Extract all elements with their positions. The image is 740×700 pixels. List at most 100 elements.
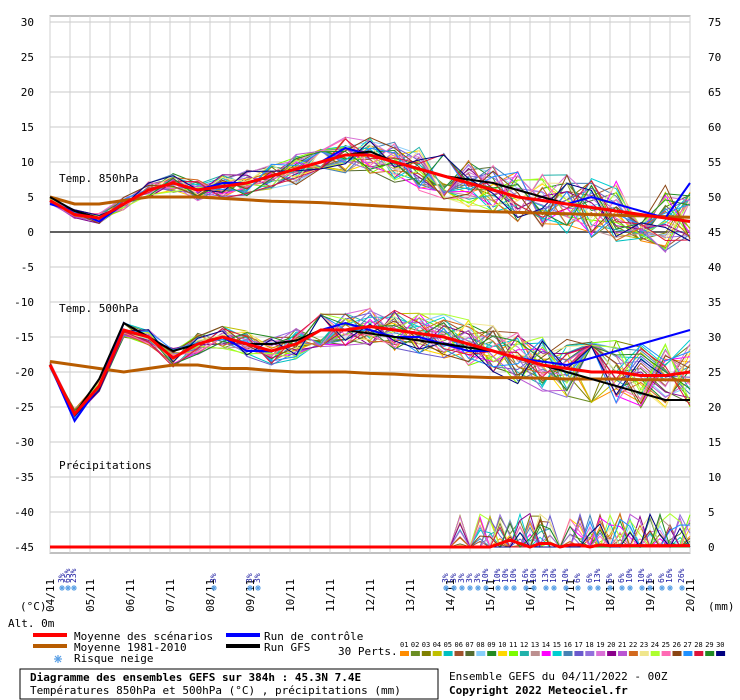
snow-risk-label: 3%: [209, 573, 218, 583]
snowflake-icon: [551, 585, 557, 591]
member-swatch: [628, 651, 638, 656]
snow-risk-label: 3%: [253, 573, 262, 583]
member-number: 25: [662, 641, 670, 649]
snowflake-icon: [679, 585, 685, 591]
snowflake-icon: [503, 585, 509, 591]
panel-label-precip: Précipitations: [59, 459, 152, 472]
left-tick-label: 5: [27, 191, 34, 204]
snowflake-icon: [467, 585, 473, 591]
snowflake-icon: [443, 585, 449, 591]
snow-risk-label: 3%: [457, 573, 466, 583]
member-number: 22: [629, 641, 637, 649]
member-line-850: [49, 137, 691, 228]
snowflake-icon: [475, 585, 481, 591]
legend-swatch-gfs: [226, 644, 260, 648]
member-color-legend: 01 02 03 04 05 06 07 08 09 10 11 12 13 14 15 16 17 18 19 20…: [400, 641, 726, 656]
x-tick-label: 19/11: [644, 579, 657, 612]
snow-risk-label: 10%: [481, 568, 490, 583]
snowflake-icon: [639, 585, 645, 591]
x-tick-label: 04/11: [44, 579, 57, 612]
snow-risk-label: 3%: [449, 573, 458, 583]
snowflake-icon: [511, 585, 517, 591]
left-axis-ticks: 30 25 20 15 10 5 0 -5 -10 -15 -20 -25 -30 -35 -40 -45: [14, 16, 34, 554]
snowflake-icon: [54, 655, 62, 663]
member-swatch: [465, 651, 475, 656]
snowflake-icon: [495, 585, 501, 591]
series-850-moyenne-1981-2010: [49, 195, 691, 219]
snow-risk-label: 6%: [605, 573, 614, 583]
left-tick-label: 25: [21, 51, 34, 64]
snowflake-icon: [255, 585, 261, 591]
member-swatch: [530, 651, 540, 656]
snow-risk-label: 10%: [637, 568, 646, 583]
footer-title: Diagramme des ensembles GEFS sur 384h : …: [30, 671, 361, 684]
series-500-moyenne-des-sc-narios: [48, 324, 691, 417]
member-number: 07: [465, 641, 473, 649]
member-number: 04: [433, 641, 441, 649]
snow-risk-label: 23%: [69, 568, 78, 583]
right-tick-label: 50: [708, 191, 721, 204]
snowflake-icon: [595, 585, 601, 591]
member-line-850: [49, 140, 691, 242]
plot-grid: [49, 15, 691, 554]
member-swatch: [454, 651, 464, 656]
left-tick-label: -35: [14, 471, 34, 484]
snow-risk-label: 3%: [57, 573, 66, 583]
snowflake-icon: [531, 585, 537, 591]
right-axis-unit: (mm): [708, 600, 735, 613]
legend-label-perts: 30 Perts.: [338, 645, 398, 658]
x-tick-label: 20/11: [684, 579, 697, 612]
member-number: 24: [651, 641, 659, 649]
member-number: 30: [716, 641, 724, 649]
left-tick-label: -30: [14, 436, 34, 449]
panel-label-t850: Temp. 850hPa: [59, 172, 138, 185]
snow-risk-label: 10%: [561, 568, 570, 583]
snow-risk-label: 10%: [493, 568, 502, 583]
snow-risk-label: 6%: [645, 573, 654, 583]
left-tick-label: 30: [21, 16, 34, 29]
snow-risk-label: 10%: [509, 568, 518, 583]
series-850-moyenne-des-sc-narios: [49, 153, 691, 223]
member-swatch: [509, 651, 518, 656]
member-swatch: [519, 651, 529, 656]
left-tick-label: -20: [14, 366, 34, 379]
snow-risk-label: 10%: [501, 568, 510, 583]
snowflake-icon: [451, 585, 457, 591]
footer-subtitle: Températures 850hPa et 500hPa (°C) , pré…: [30, 684, 401, 697]
legend-label-gfs: Run GFS: [264, 641, 310, 654]
snowflake-icon: [483, 585, 489, 591]
left-tick-label: -45: [14, 541, 34, 554]
left-tick-label: -10: [14, 296, 34, 309]
snowflake-icon: [647, 585, 653, 591]
snow-risk-label: 3%: [245, 573, 254, 583]
member-swatch: [421, 651, 431, 656]
snowflake-icon: [619, 585, 625, 591]
snow-risk-label: 6%: [585, 573, 594, 583]
member-number: 27: [683, 641, 691, 649]
member-swatch: [585, 651, 595, 656]
snowflake-icon: [607, 585, 613, 591]
snowflake-icon: [211, 585, 217, 591]
member-swatch: [705, 651, 715, 656]
snowflake-icon: [459, 585, 465, 591]
snow-risk-label: 10%: [529, 568, 538, 583]
member-swatch: [607, 651, 617, 656]
snow-risk-label: 13%: [593, 568, 602, 583]
x-tick-label: 10/11: [284, 579, 297, 612]
left-tick-label: 0: [27, 226, 34, 239]
snow-risk-label: 16%: [521, 568, 530, 583]
member-swatch: [639, 651, 649, 656]
member-swatch: [432, 651, 442, 656]
left-tick-label: -25: [14, 401, 34, 414]
snowflake-icon: [627, 585, 633, 591]
member-swatch: [443, 651, 453, 656]
member-number: 29: [705, 641, 713, 649]
member-swatch: [683, 651, 693, 656]
legend-label-control: Run de contrôle: [264, 630, 363, 643]
x-tick-label: 18/11: [604, 579, 617, 612]
right-tick-label: 45: [708, 226, 721, 239]
member-number: 06: [455, 641, 463, 649]
snowflake-icon: [71, 585, 77, 591]
right-tick-label: 60: [708, 121, 721, 134]
snowflake-icon: [575, 585, 581, 591]
